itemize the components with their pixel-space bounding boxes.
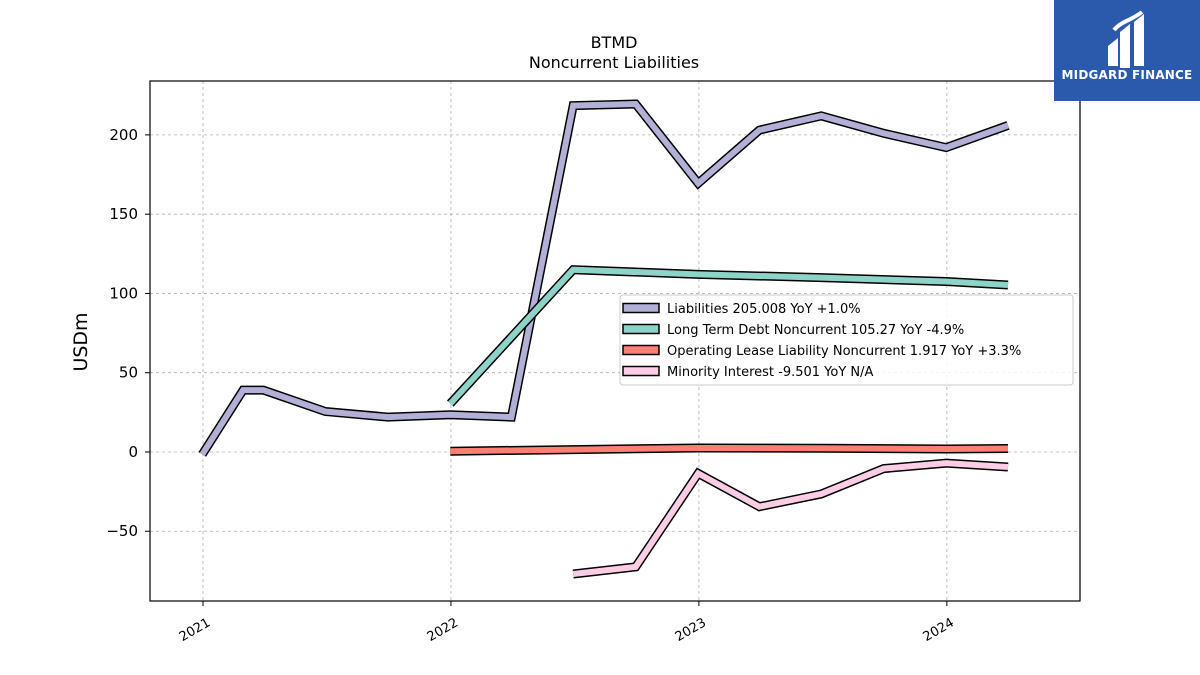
legend-swatch	[622, 344, 660, 356]
legend-label: Liabilities 205.008 YoY +1.0%	[667, 302, 861, 317]
y-tick-label: 0	[128, 443, 138, 461]
legend-label: Minority Interest -9.501 YoY N/A	[667, 365, 874, 380]
series-lines	[198, 99, 1010, 579]
series-long-term-debt-noncurrent	[446, 265, 1009, 407]
series-line	[199, 100, 1010, 457]
y-tick-label: 150	[109, 205, 138, 223]
y-tick-label: −50	[106, 522, 138, 540]
series-operating-lease-liability-noncurrent	[450, 443, 1009, 456]
legend-swatch	[622, 302, 660, 314]
chart-subtitle: Noncurrent Liabilities	[529, 53, 699, 72]
legend-entry: Long Term Debt Noncurrent 105.27 YoY -4.…	[622, 323, 964, 338]
legend-entry: Minority Interest -9.501 YoY N/A	[622, 365, 874, 380]
y-axis-label: USDm	[70, 312, 92, 371]
legend-swatch	[622, 323, 660, 335]
series-minority-interest	[572, 458, 1009, 579]
legend: Liabilities 205.008 YoY +1.0% Long Term D…	[619, 294, 1074, 386]
y-tick-label: 200	[109, 126, 138, 144]
legend-entry: Liabilities 205.008 YoY +1.0%	[622, 302, 861, 317]
series-outline	[572, 458, 1009, 579]
x-tick-label: 2021	[177, 615, 213, 645]
series-line	[448, 266, 1009, 406]
legend-entry: Operating Lease Liability Noncurrent 1.9…	[622, 344, 1021, 359]
legend-label: Long Term Debt Noncurrent 105.27 YoY -4.…	[667, 323, 964, 338]
legend-label: Operating Lease Liability Noncurrent 1.9…	[667, 344, 1021, 359]
series-liabilities	[198, 99, 1010, 457]
midgard-finance-logo-icon	[1108, 10, 1144, 68]
series-line	[572, 460, 1009, 577]
plot-frame	[149, 80, 1081, 602]
legend-swatch	[622, 365, 660, 377]
chart-title: BTMD	[591, 33, 638, 52]
x-tick-label: 2023	[673, 615, 709, 645]
y-tick-label: 100	[109, 284, 138, 302]
brand-name: MIDGARD FINANCE	[1061, 68, 1193, 82]
series-line	[450, 444, 1009, 455]
brand-logo: MIDGARD FINANCE	[1054, 0, 1200, 101]
y-tick-label: 50	[119, 364, 138, 382]
legend-box	[619, 294, 1074, 386]
x-tick-label: 2022	[425, 615, 461, 645]
x-tick-label: 2024	[921, 615, 957, 645]
